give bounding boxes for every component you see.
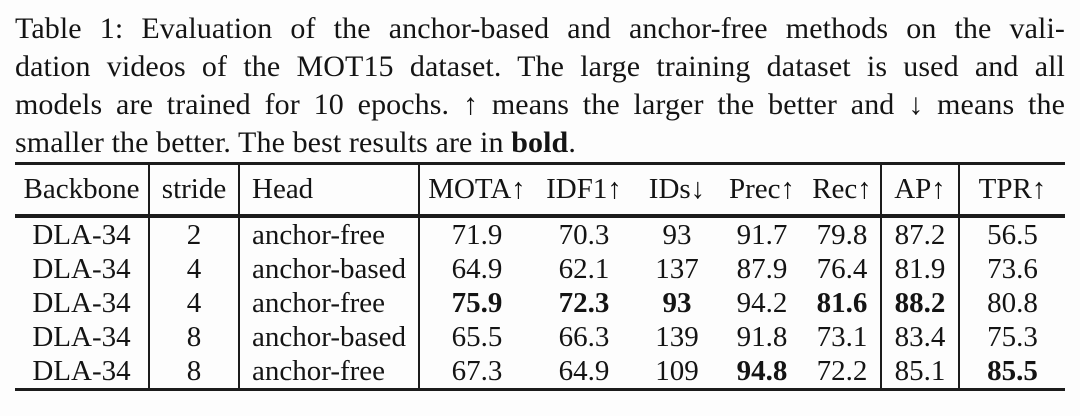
col-header-stride: stride	[149, 163, 240, 218]
table-cell: 139	[655, 320, 699, 353]
table-cell: 62.1	[558, 252, 610, 285]
table-row: DLA-34 8 anchor-based 65.5 66.3 139 91.8 73.1 83…	[15, 320, 1065, 354]
results-table: Backbone stride Head MOTA↑ IDF1↑ IDs↓ Pr…	[15, 162, 1065, 391]
table-cell: 87.9	[736, 252, 788, 285]
table-cell: 2	[149, 216, 240, 252]
table-cell: 72.2	[804, 354, 882, 390]
table-cell: DLA-34	[15, 252, 150, 286]
header-row: Backbone stride Head MOTA↑ IDF1↑ IDs↓ Pr…	[15, 163, 1065, 218]
col-header-mota: MOTA↑	[419, 163, 534, 218]
caption-line-3: models are trained for 10 epochs. ↑ mean…	[15, 88, 1065, 121]
caption-line-2: dation videos of the MOT15 dataset. The …	[15, 50, 1065, 83]
table-cell: anchor-based	[239, 320, 420, 354]
table-cell: 76.4	[804, 252, 882, 286]
table-cell: 79.8	[804, 216, 882, 252]
caption-line-4-prefix: smaller the better. The best results are…	[15, 126, 512, 159]
table-cell: 81.9	[881, 252, 960, 286]
col-header-prec: Prec↑	[720, 163, 804, 218]
col-header-head: Head	[239, 163, 420, 218]
table-cell: 65.5	[451, 320, 503, 353]
table-cell: 93	[662, 218, 692, 251]
table-caption: Table 1: Evaluation of the anchor-based …	[15, 10, 1065, 162]
caption-line-4-period: .	[568, 126, 576, 159]
col-header-tpr: TPR↑	[959, 163, 1065, 218]
table-cell: 4	[149, 286, 240, 320]
table-cell: 81.6	[804, 286, 882, 320]
col-header-backbone: Backbone	[15, 163, 150, 218]
table-cell: 91.7	[736, 218, 788, 251]
table-cell: 87.2	[881, 216, 960, 252]
table-cell: 137	[655, 252, 699, 285]
table-cell: 94.2	[736, 286, 788, 319]
table-cell: 88.2	[881, 286, 960, 320]
caption-line-4: smaller the better. The best results are…	[15, 124, 1065, 162]
table-cell: 80.8	[987, 286, 1038, 319]
caption-line-1: Table 1: Evaluation of the anchor-based …	[15, 12, 1065, 45]
table-cell: 91.8	[736, 320, 788, 353]
table-cell: 64.9	[451, 252, 503, 285]
table-cell: 73.1	[804, 320, 882, 354]
table-cell: 64.9	[558, 354, 610, 387]
col-header-rec: Rec↑	[804, 163, 882, 218]
table-cell: 71.9	[451, 218, 503, 251]
table-cell: 85.5	[987, 354, 1038, 387]
table-cell: 75.9	[451, 286, 503, 319]
table-cell: 8	[149, 354, 240, 390]
table-row: DLA-34 2 anchor-free 71.9 70.3 93 91.7 79.8 87.2…	[15, 216, 1065, 252]
table-cell: 83.4	[881, 320, 960, 354]
table-cell: 67.3	[451, 354, 503, 387]
table-cell: 72.3	[558, 286, 610, 319]
table-cell: anchor-free	[239, 216, 420, 252]
table-cell: DLA-34	[15, 354, 150, 390]
table-cell: 70.3	[558, 218, 610, 251]
table-cell: anchor-based	[239, 252, 420, 286]
table-cell: DLA-34	[15, 286, 150, 320]
table-cell: 94.8	[736, 354, 788, 387]
table-cell: 85.1	[881, 354, 960, 390]
col-header-idf1: IDF1↑	[534, 163, 634, 218]
table-cell: 8	[149, 320, 240, 354]
caption-bold-word: bold	[511, 126, 569, 159]
table-cell: 56.5	[987, 218, 1038, 251]
col-header-ap: AP↑	[881, 163, 960, 218]
table-cell: 75.3	[987, 320, 1038, 353]
table-row: DLA-34 4 anchor-based 64.9 62.1 137 87.9 76.4 81…	[15, 252, 1065, 286]
col-header-ids: IDs↓	[634, 163, 720, 218]
table-cell: anchor-free	[239, 286, 420, 320]
table-cell: 4	[149, 252, 240, 286]
paper-page: Table 1: Evaluation of the anchor-based …	[0, 10, 1080, 416]
table-cell: anchor-free	[239, 354, 420, 390]
table-row: DLA-34 4 anchor-free 75.9 72.3 93 94.2 81.6 88.2…	[15, 286, 1065, 320]
table-cell: DLA-34	[15, 320, 150, 354]
table-cell: 73.6	[987, 252, 1038, 285]
table-row: DLA-34 8 anchor-free 67.3 64.9 109 94.8 72.2 85.…	[15, 354, 1065, 390]
table-cell: 109	[655, 354, 699, 387]
table-cell: 93	[662, 286, 692, 319]
table-cell: 66.3	[558, 320, 610, 353]
table-cell: DLA-34	[15, 216, 150, 252]
table-body: DLA-34 2 anchor-free 71.9 70.3 93 91.7 79.8 87.2…	[15, 216, 1065, 390]
